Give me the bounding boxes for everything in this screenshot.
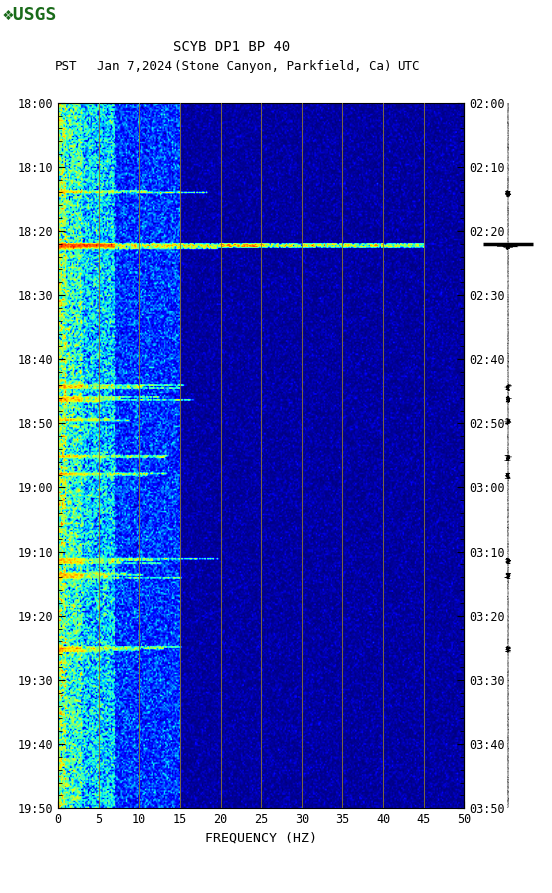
Text: PST: PST bbox=[55, 60, 78, 73]
Text: (Stone Canyon, Parkfield, Ca): (Stone Canyon, Parkfield, Ca) bbox=[174, 60, 391, 73]
X-axis label: FREQUENCY (HZ): FREQUENCY (HZ) bbox=[205, 831, 317, 845]
Text: Jan 7,2024: Jan 7,2024 bbox=[97, 60, 172, 73]
Text: ❖USGS: ❖USGS bbox=[3, 6, 57, 24]
Text: SCYB DP1 BP 40: SCYB DP1 BP 40 bbox=[173, 40, 290, 54]
Text: UTC: UTC bbox=[397, 60, 420, 73]
